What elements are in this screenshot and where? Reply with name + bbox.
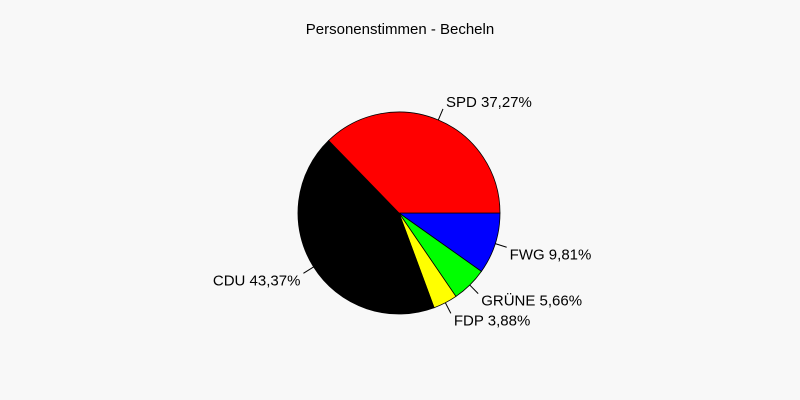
leader-line-spd: [437, 108, 444, 121]
leader-line-fwg: [495, 243, 507, 248]
slice-label-spd: SPD 37,27%: [446, 94, 532, 111]
slice-label-gr-ne: GRÜNE 5,66%: [481, 292, 582, 310]
slice-label-fwg: FWG 9,81%: [510, 246, 592, 263]
leader-line-gr-ne: [469, 284, 479, 294]
slice-label-cdu: CDU 43,37%: [213, 272, 301, 289]
pie-slice-cdu: [297, 140, 435, 315]
pie-slices: [297, 111, 501, 315]
leader-lines: [303, 108, 507, 314]
slice-label-fdp: FDP 3,88%: [454, 312, 530, 329]
leader-line-fdp: [444, 302, 452, 314]
chart-title: Personenstimmen - Becheln: [306, 21, 494, 38]
pie-slice-spd: [328, 111, 501, 214]
leader-line-cdu: [303, 266, 314, 274]
slice-labels: FWG 9,81% GRÜNE 5,66% FDP 3,88% CDU 43,37% S…: [213, 94, 591, 329]
